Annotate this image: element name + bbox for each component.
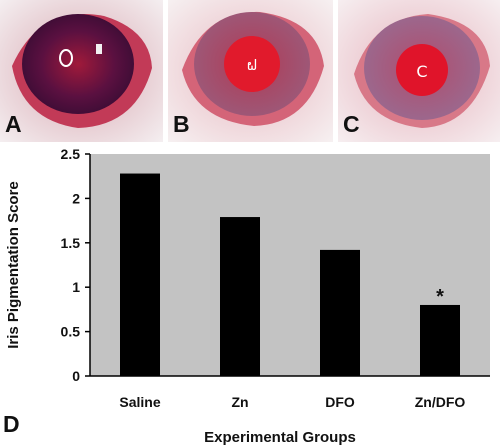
bar-saline [120,173,160,376]
panel-label-d: D [3,411,20,437]
panel-label-b: B [173,111,190,137]
bar-dfo [320,249,360,376]
eye-photo-a: A [0,0,163,142]
eye-photo-c: C C [338,0,500,142]
chart-svg: 0 0.5 1 1.5 2 2.5 * Saline Zn DFO Zn/DFO Iris Pi… [3,148,490,446]
x-axis: Saline Zn DFO Zn/DFO [90,375,490,410]
eye-image-a [0,0,163,142]
bar-zn [220,217,260,376]
y-tick-label: 1.5 [61,235,81,251]
svg-text:ຝ: ຝ [247,58,258,74]
panel-label-a: A [5,111,22,137]
significance-marker: * [436,286,444,308]
y-tick-label: 0 [72,368,80,384]
eye-photo-b: ຝ B [168,0,333,142]
panel-label-c: C [343,111,360,137]
y-tick-label: 2.5 [61,148,81,162]
bar-zn-dfo [420,304,460,376]
y-tick-label: 1 [72,279,80,295]
y-tick-label: 0.5 [61,324,81,340]
y-tick-label: 2 [72,190,80,206]
y-axis: 0 0.5 1 1.5 2 2.5 [61,148,91,384]
x-tick-label: DFO [325,394,355,410]
x-tick-label: Zn [231,394,248,410]
eye-image-c: C [338,0,500,142]
x-tick-label: Zn/DFO [415,394,466,410]
eye-image-b: ຝ [168,0,333,142]
x-axis-title: Experimental Groups [204,429,356,446]
bars: * [120,173,460,376]
x-tick-label: Saline [119,394,160,410]
svg-text:C: C [416,62,427,81]
bar-chart: 0 0.5 1 1.5 2 2.5 * Saline Zn DFO Zn/DFO Iris Pi… [0,148,500,448]
y-axis-title: Iris Pigmentation Score [5,181,22,349]
